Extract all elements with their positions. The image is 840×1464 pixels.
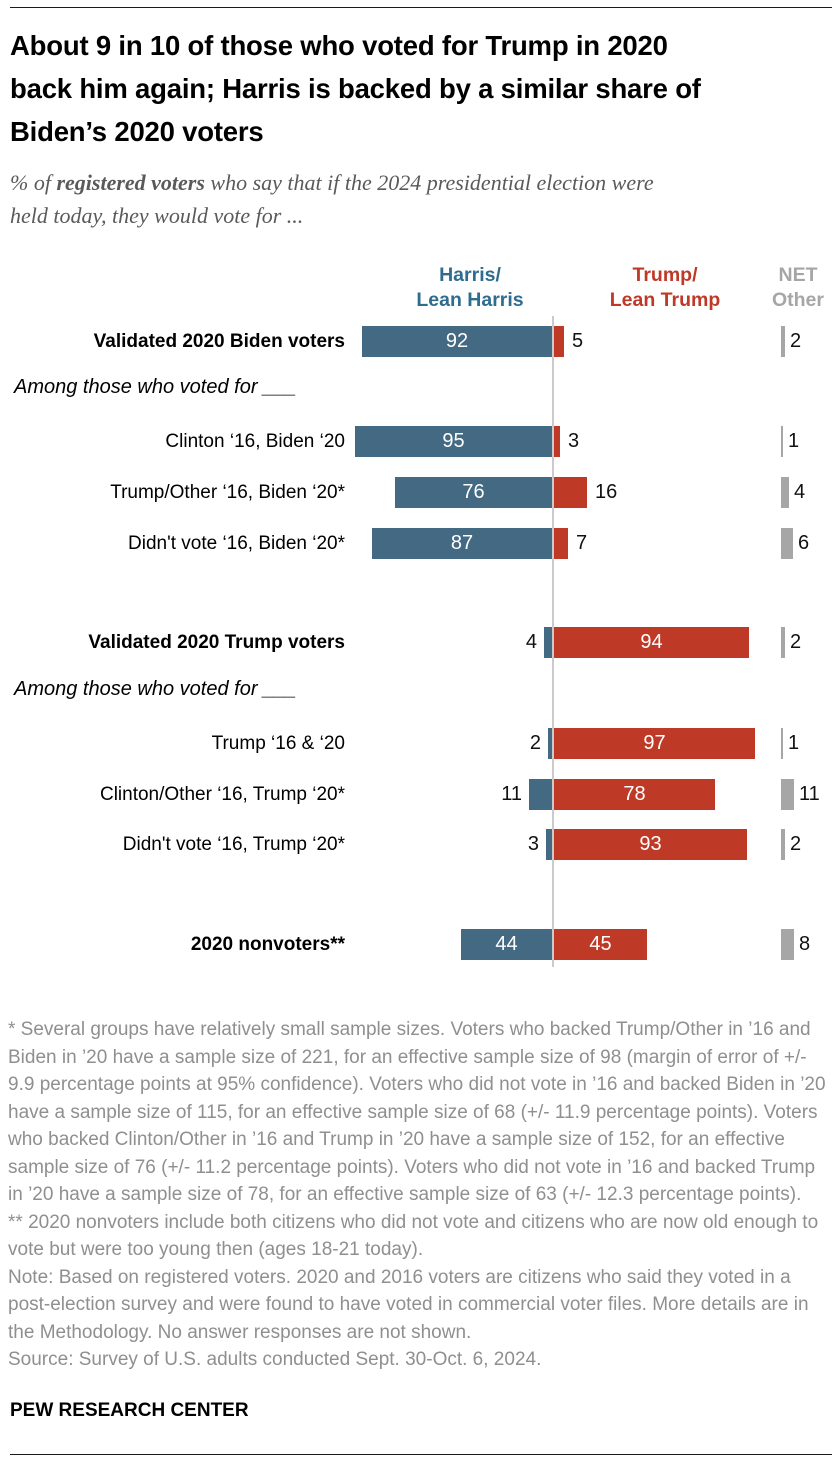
harris-value: 87 <box>450 532 474 554</box>
trump-value: 16 <box>595 481 618 503</box>
subtitle-prefix: % of <box>10 170 57 195</box>
net-other-value: 2 <box>790 833 802 855</box>
harris-value: 92 <box>445 330 469 352</box>
diverging-bar-chart: Validated 2020 Biden voters 92 5 2 Among tho… <box>0 316 840 967</box>
trump-value: 93 <box>639 833 662 855</box>
row-label: Validated 2020 Biden voters <box>93 331 345 352</box>
chart-row: Clinton/Other ‘16, Trump ‘20* 11 78 11 <box>0 779 840 810</box>
column-header-trump: Trump/Lean Trump <box>565 263 765 313</box>
harris-bar: 44 <box>461 929 552 960</box>
column-header-harris: Harris/Lean Harris <box>370 263 570 313</box>
footnote-note: Note: Based on registered voters. 2020 a… <box>8 1266 809 1343</box>
net-other-bar <box>781 426 783 457</box>
harris-bar: 92 <box>362 326 552 357</box>
row-label: Clinton ‘16, Biden ‘20 <box>165 431 345 452</box>
net-other-bar <box>781 627 785 658</box>
group-subheading: Among those who voted for ___ <box>14 678 297 700</box>
center-axis-line <box>552 316 554 967</box>
column-header-harris-line1: Harris/ <box>439 264 501 286</box>
net-other-bar <box>781 528 793 559</box>
net-other-value: 11 <box>799 783 820 805</box>
footnotes: * Several groups have relatively small s… <box>8 1016 830 1374</box>
group-subheading: Among those who voted for ___ <box>14 376 297 398</box>
trump-value: 94 <box>640 631 663 653</box>
trump-value: 45 <box>589 933 612 955</box>
net-other-value: 6 <box>798 532 810 554</box>
net-other-value: 1 <box>788 430 800 452</box>
row-label: Didn't vote ‘16, Trump ‘20* <box>122 834 345 855</box>
net-other-value: 2 <box>790 330 802 352</box>
harris-value: 11 <box>501 783 522 805</box>
trump-bar <box>554 426 560 457</box>
net-other-bar <box>781 326 785 357</box>
trump-bar <box>554 326 564 357</box>
trump-bar: 78 <box>554 779 715 810</box>
column-header-net-line2: Other <box>771 289 824 311</box>
harris-bar <box>548 728 552 759</box>
chart-row: Didn't vote ‘16, Biden ‘20* 87 7 6 <box>0 528 840 559</box>
net-other-bar <box>781 728 783 759</box>
net-other-bar <box>781 829 785 860</box>
row-label: Validated 2020 Trump voters <box>88 632 345 653</box>
net-other-bar <box>781 779 794 810</box>
row-label: Clinton/Other ‘16, Trump ‘20* <box>99 784 345 805</box>
trump-bar: 97 <box>554 728 755 759</box>
column-header-trump-line1: Trump/ <box>632 264 698 286</box>
trump-bar <box>554 528 568 559</box>
trump-value: 5 <box>572 330 584 352</box>
trump-bar: 45 <box>554 929 647 960</box>
row-label: Trump/Other ‘16, Biden ‘20* <box>110 482 345 503</box>
net-other-value: 2 <box>790 631 802 653</box>
chart-row: 2020 nonvoters** 44 45 8 <box>0 929 840 960</box>
net-other-value: 8 <box>799 933 811 955</box>
net-other-value: 1 <box>788 732 800 754</box>
trump-bar: 94 <box>554 627 749 658</box>
row-label: Didn't vote ‘16, Biden ‘20* <box>128 533 345 554</box>
column-header-harris-line2: Lean Harris <box>416 289 524 311</box>
chart-subtitle: % of registered voters who say that if t… <box>10 166 834 232</box>
chart-row: Validated 2020 Trump voters 4 94 2 <box>0 627 840 658</box>
chart-row: Trump ‘16 & ‘20 2 97 1 <box>0 728 840 759</box>
trump-value: 7 <box>576 532 588 554</box>
chart-row: Trump/Other ‘16, Biden ‘20* 76 16 4 <box>0 477 840 508</box>
column-header-net-other: NET Other <box>748 263 840 313</box>
trump-value: 3 <box>568 430 580 452</box>
harris-bar <box>546 829 552 860</box>
row-label: Trump ‘16 & ‘20 <box>211 733 345 754</box>
harris-value: 3 <box>527 833 539 855</box>
chart-row: Validated 2020 Biden voters 92 5 2 <box>0 326 840 357</box>
harris-bar <box>544 627 552 658</box>
net-other-value: 4 <box>794 481 806 503</box>
chart-title: About 9 in 10 of those who voted for Tru… <box>10 30 701 147</box>
top-rule <box>10 7 832 8</box>
footnote-nonvoters: ** 2020 nonvoters include both citizens … <box>8 1211 819 1261</box>
row-label: 2020 nonvoters** <box>190 934 345 955</box>
harris-bar: 76 <box>395 477 552 508</box>
harris-value: 2 <box>529 732 541 754</box>
footnote-sample-sizes: * Several groups have relatively small s… <box>8 1019 826 1205</box>
trump-value: 78 <box>623 783 646 805</box>
harris-value: 76 <box>462 481 485 503</box>
harris-bar <box>529 779 552 810</box>
column-header-net-line1: NET <box>778 264 818 286</box>
footnote-source: Source: Survey of U.S. adults conducted … <box>8 1349 542 1370</box>
subtitle-rest: who say that if the 2024 presidential el… <box>10 170 654 228</box>
harris-value: 44 <box>495 933 518 955</box>
harris-bar: 95 <box>355 426 552 457</box>
net-other-bar <box>781 477 789 508</box>
source-attribution: PEW RESEARCH CENTER <box>10 1400 249 1421</box>
trump-value: 97 <box>643 732 666 754</box>
trump-bar: 93 <box>554 829 747 860</box>
column-header-trump-line2: Lean Trump <box>609 289 721 311</box>
subtitle-bold-phrase: registered voters <box>56 170 205 195</box>
trump-bar <box>554 477 587 508</box>
chart-row: Clinton ‘16, Biden ‘20 95 3 1 <box>0 426 840 457</box>
harris-value: 95 <box>442 430 465 452</box>
chart-row: Didn't vote ‘16, Trump ‘20* 3 93 2 <box>0 829 840 860</box>
bottom-rule <box>10 1454 832 1455</box>
harris-bar: 87 <box>372 528 552 559</box>
harris-value: 4 <box>525 631 537 653</box>
net-other-bar <box>781 929 794 960</box>
